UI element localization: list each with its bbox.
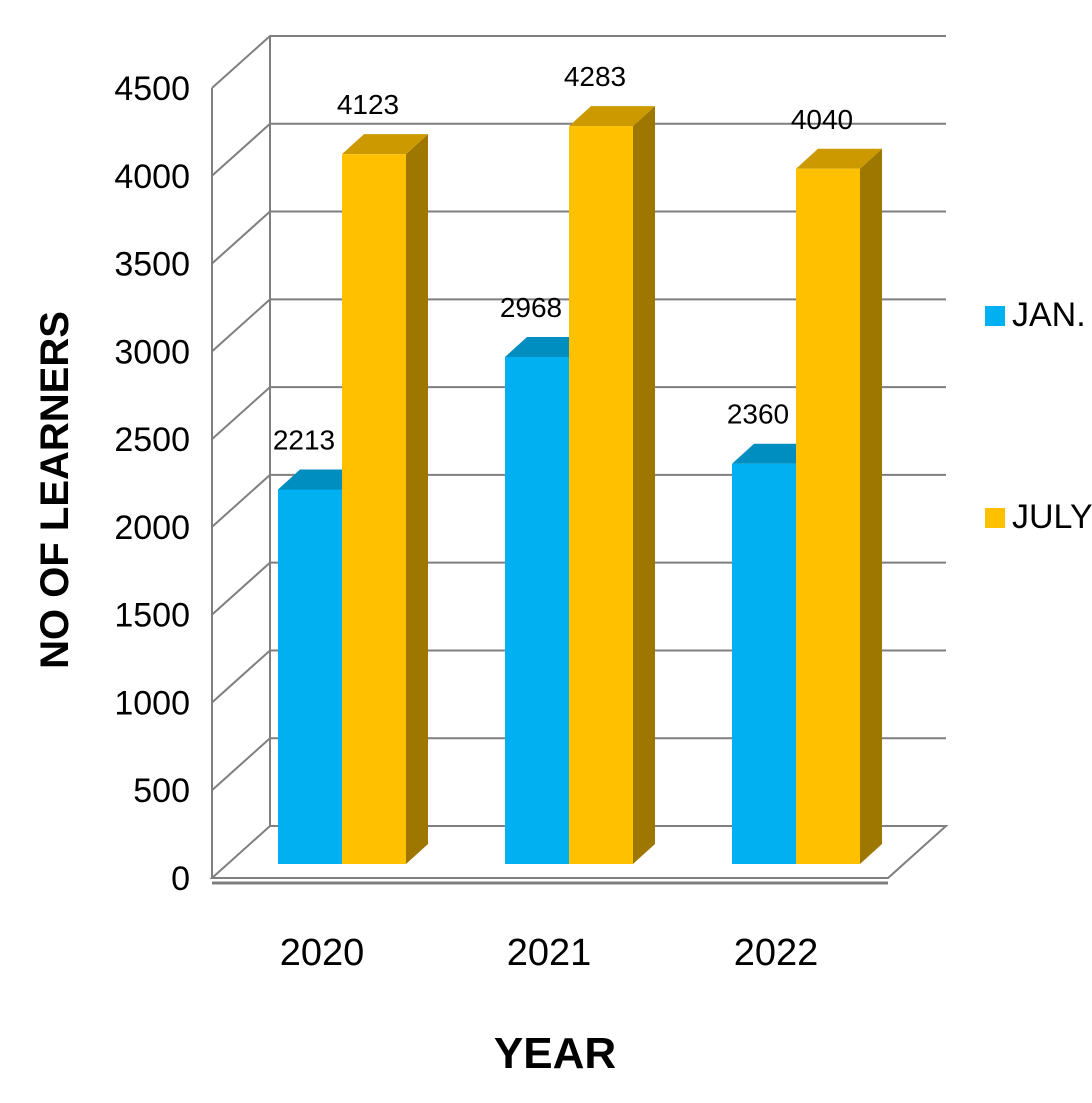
y-axis-ticks: 0 500 1000 1500 2000 2500 3000 3500 4000 4500 <box>114 70 190 898</box>
y-tick-label: 3500 <box>114 246 190 284</box>
data-labels: 2213 4123 2968 4283 2360 4040 <box>273 61 853 455</box>
bar-side-july-2021 <box>633 106 655 864</box>
data-label: 4283 <box>564 61 626 92</box>
legend: JAN. JULY <box>985 296 1092 536</box>
gridline <box>211 473 946 528</box>
bar-top-july-2022 <box>796 148 882 169</box>
gridline <box>211 210 946 265</box>
bar-top-july-2020 <box>342 134 428 155</box>
y-tick-label: 2500 <box>114 421 190 459</box>
y-tick-label: 4000 <box>114 158 190 196</box>
y-tick-label: 4500 <box>114 70 190 108</box>
y-axis-title: NO OF LEARNERS <box>33 311 77 669</box>
gridline <box>211 649 946 704</box>
bars <box>278 106 882 864</box>
y-tick-label: 500 <box>133 772 190 810</box>
legend-label: JULY <box>1012 498 1092 536</box>
x-axis-title: YEAR <box>494 1029 616 1078</box>
bar-top-july-2021 <box>569 106 655 127</box>
bar-july-2022 <box>796 168 860 864</box>
data-label: 4040 <box>791 104 853 135</box>
y-tick-label: 1500 <box>114 597 190 635</box>
legend-swatch <box>985 306 1005 326</box>
y-tick-label: 0 <box>171 860 190 898</box>
data-label: 2968 <box>500 292 562 323</box>
y-tick-label: 2000 <box>114 509 190 547</box>
x-tick-label: 2020 <box>280 932 365 974</box>
gridlines <box>211 35 946 791</box>
bar-july-2020 <box>342 154 406 864</box>
gridline <box>211 737 946 791</box>
x-tick-label: 2022 <box>734 932 819 974</box>
bar-side-july-2022 <box>860 148 882 864</box>
gridline <box>211 561 946 616</box>
bar-july-2021 <box>569 126 633 864</box>
gridline <box>211 122 946 177</box>
data-label: 4123 <box>337 89 399 120</box>
bar-jan-2021 <box>505 356 569 864</box>
data-label: 2213 <box>273 424 335 455</box>
legend-swatch <box>985 508 1005 528</box>
x-tick-label: 2021 <box>507 932 592 974</box>
bar-jan-2020 <box>278 489 342 864</box>
y-tick-label: 3000 <box>114 333 190 371</box>
x-axis-categories: 2020 2021 2022 <box>280 932 819 974</box>
gridline <box>211 386 946 440</box>
legend-label: JAN. <box>1012 296 1086 334</box>
y-tick-label: 1000 <box>114 684 190 722</box>
bar-jan-2022 <box>732 463 796 864</box>
data-label: 2360 <box>727 399 789 430</box>
bar-side-july-2020 <box>406 134 428 864</box>
gridline <box>211 35 946 89</box>
gridline <box>211 298 946 353</box>
